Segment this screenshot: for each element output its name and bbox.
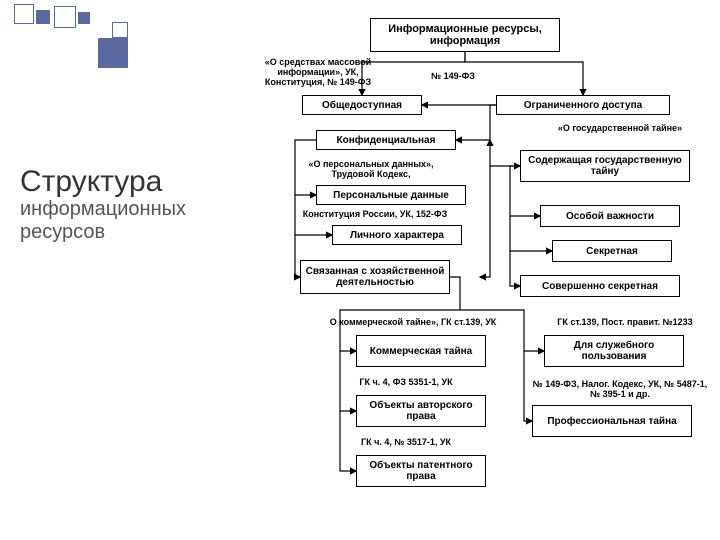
caption-c10: ГК ч. 4, № 3517-1, УК [336, 438, 476, 448]
caption-c5: Конституция России, УК, 152-ФЗ [290, 210, 460, 220]
node-secret: Секретная [552, 240, 672, 262]
slide-title: Структура информационных ресурсов [20, 165, 240, 244]
node-personal: Персональные данные [316, 185, 466, 205]
node-topsecret: Совершенно секретная [520, 275, 680, 297]
node-official: Для служебного пользования [544, 335, 684, 367]
caption-c3: «О государственной тайне» [540, 124, 700, 134]
edge-3 [456, 105, 496, 140]
deco-square-6 [112, 22, 128, 38]
caption-c4: «О персональных данных», Трудовой Кодекс… [296, 160, 446, 180]
deco-square-2 [36, 10, 50, 24]
title-sub: информационных ресурсов [20, 198, 240, 244]
deco-square-1 [14, 4, 34, 24]
caption-c6: О коммерческой тайне», ГК ст.139, УК [308, 318, 518, 328]
edge-5 [480, 166, 490, 277]
deco-square-4 [78, 12, 90, 24]
deco-square-3 [54, 6, 76, 28]
node-restricted: Ограниченного доступа [496, 95, 670, 115]
node-privchar: Личного характера [332, 225, 462, 245]
caption-c1: «О средствах массовой информации», УК, К… [258, 58, 378, 88]
node-state: Содержащая государственную тайну [520, 150, 690, 182]
node-copyright: Объекты авторского права [356, 395, 486, 427]
node-root: Информационные ресурсы, информация [370, 18, 560, 52]
node-biz: Связанная с хозяйственной деятельностью [300, 260, 450, 294]
caption-c7: ГК ст.139, Пост. правит. №1233 [540, 318, 710, 328]
node-commerce: Коммерческая тайна [356, 335, 486, 367]
title-main: Структура [20, 165, 240, 198]
diagram-canvas: Структура информационных ресурсов Информ… [0, 0, 720, 540]
node-conf: Конфиденциальная [316, 130, 456, 150]
node-special: Особой важности [540, 205, 680, 227]
node-prof: Профессиональная тайна [532, 405, 692, 437]
edge-11 [510, 251, 520, 286]
deco-square-5 [98, 38, 128, 68]
caption-c9: № 149-ФЗ, Налог. Кодекс, УК, № 5487-1, №… [530, 380, 710, 400]
caption-c2: № 149-ФЗ [418, 72, 488, 82]
node-patent: Объекты патентного права [356, 455, 486, 487]
edge-4 [490, 140, 520, 166]
node-public: Общедоступная [302, 95, 422, 115]
caption-c8: ГК ч. 4, ФЗ 5351-1, УК [336, 378, 476, 388]
